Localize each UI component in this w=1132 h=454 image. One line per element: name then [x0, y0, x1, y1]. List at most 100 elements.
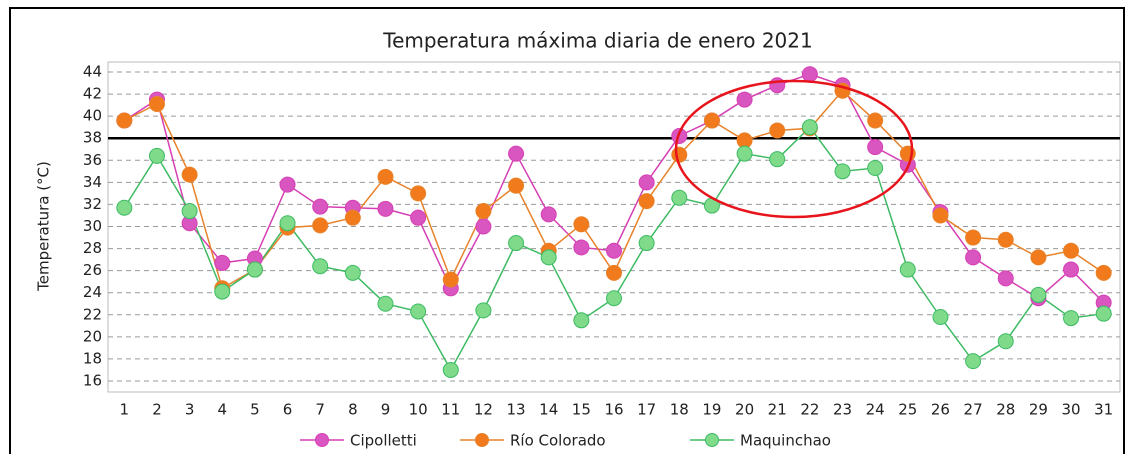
marker [475, 218, 492, 235]
x-tick-label: 17 [637, 401, 656, 419]
x-tick-label: 14 [539, 401, 558, 419]
marker [638, 235, 655, 252]
legend-label: Maquinchao [740, 432, 831, 450]
x-tick-label: 18 [670, 401, 689, 419]
y-tick-label: 18 [83, 349, 102, 367]
x-tick-label: 31 [1094, 401, 1113, 419]
y-tick-label: 44 [83, 63, 102, 81]
x-tick-label: 4 [217, 401, 227, 419]
y-axis-label: Temperatura (°C) [35, 161, 53, 292]
marker [181, 166, 198, 183]
marker [214, 254, 231, 271]
marker [475, 302, 492, 319]
frame [9, 7, 1125, 454]
x-tick-label: 15 [572, 401, 591, 419]
y-tick-label: 32 [83, 195, 102, 213]
marker [573, 312, 590, 329]
x-tick-label: 28 [996, 401, 1015, 419]
x-tick-label: 5 [250, 401, 260, 419]
y-tick-label: 34 [83, 173, 102, 191]
marker [181, 203, 198, 220]
marker [410, 185, 427, 202]
marker [932, 207, 949, 224]
x-tick-label: 27 [964, 401, 983, 419]
marker [997, 270, 1014, 287]
legend-marker [315, 433, 329, 447]
marker [508, 145, 525, 162]
marker [573, 239, 590, 256]
marker [573, 216, 590, 233]
marker [312, 217, 329, 234]
marker [1030, 249, 1047, 266]
x-tick-label: 7 [315, 401, 325, 419]
y-tick-label: 36 [83, 151, 102, 169]
marker [540, 206, 557, 223]
marker [606, 264, 622, 281]
marker [703, 112, 720, 129]
marker [442, 361, 459, 378]
marker [279, 215, 296, 232]
y-tick-label: 16 [83, 372, 102, 390]
marker [377, 200, 394, 217]
marker [965, 249, 982, 266]
marker [1095, 305, 1112, 322]
marker [312, 258, 329, 275]
marker [377, 295, 394, 312]
marker [344, 209, 361, 226]
marker [834, 163, 851, 180]
x-tick-label: 23 [833, 401, 852, 419]
x-tick-label: 1 [120, 401, 130, 419]
marker [410, 209, 427, 226]
marker [769, 122, 786, 139]
marker [638, 174, 655, 191]
y-tick-label: 22 [83, 305, 102, 323]
marker [769, 151, 786, 168]
marker [867, 112, 884, 129]
x-tick-label: 16 [604, 401, 623, 419]
legend-marker [705, 433, 719, 447]
marker [279, 176, 296, 193]
y-tick-label: 30 [83, 217, 102, 235]
marker [475, 203, 492, 220]
x-tick-label: 21 [768, 401, 787, 419]
marker [867, 139, 884, 156]
marker [932, 308, 949, 325]
y-tick-label: 42 [83, 85, 102, 103]
marker [769, 77, 786, 94]
x-tick-label: 26 [931, 401, 950, 419]
x-tick-label: 11 [441, 401, 460, 419]
marker [606, 290, 622, 307]
marker [638, 193, 655, 210]
x-tick-label: 19 [702, 401, 721, 419]
marker [214, 283, 231, 300]
x-tick-label: 8 [348, 401, 358, 419]
marker [1063, 261, 1080, 278]
y-tick-label: 40 [83, 107, 102, 125]
marker [801, 66, 818, 83]
marker [606, 242, 622, 259]
marker [148, 147, 165, 164]
x-tick-label: 9 [381, 401, 391, 419]
marker [736, 145, 753, 162]
x-tick-label: 2 [152, 401, 162, 419]
marker [1030, 286, 1047, 303]
marker [508, 235, 525, 252]
x-tick-label: 13 [507, 401, 526, 419]
x-tick-label: 30 [1061, 401, 1080, 419]
chart-title: Temperatura máxima diaria de enero 2021 [382, 29, 812, 53]
marker [1063, 310, 1080, 327]
marker [312, 198, 329, 215]
y-tick-label: 24 [83, 283, 102, 301]
marker [671, 146, 688, 163]
marker [997, 333, 1014, 350]
legend-label: Cipolletti [350, 432, 417, 450]
x-tick-label: 6 [283, 401, 293, 419]
legend-label: Río Colorado [510, 432, 606, 450]
x-tick-label: 29 [1029, 401, 1048, 419]
marker [508, 177, 525, 194]
marker [867, 160, 884, 177]
marker [344, 264, 361, 281]
marker [377, 168, 394, 185]
